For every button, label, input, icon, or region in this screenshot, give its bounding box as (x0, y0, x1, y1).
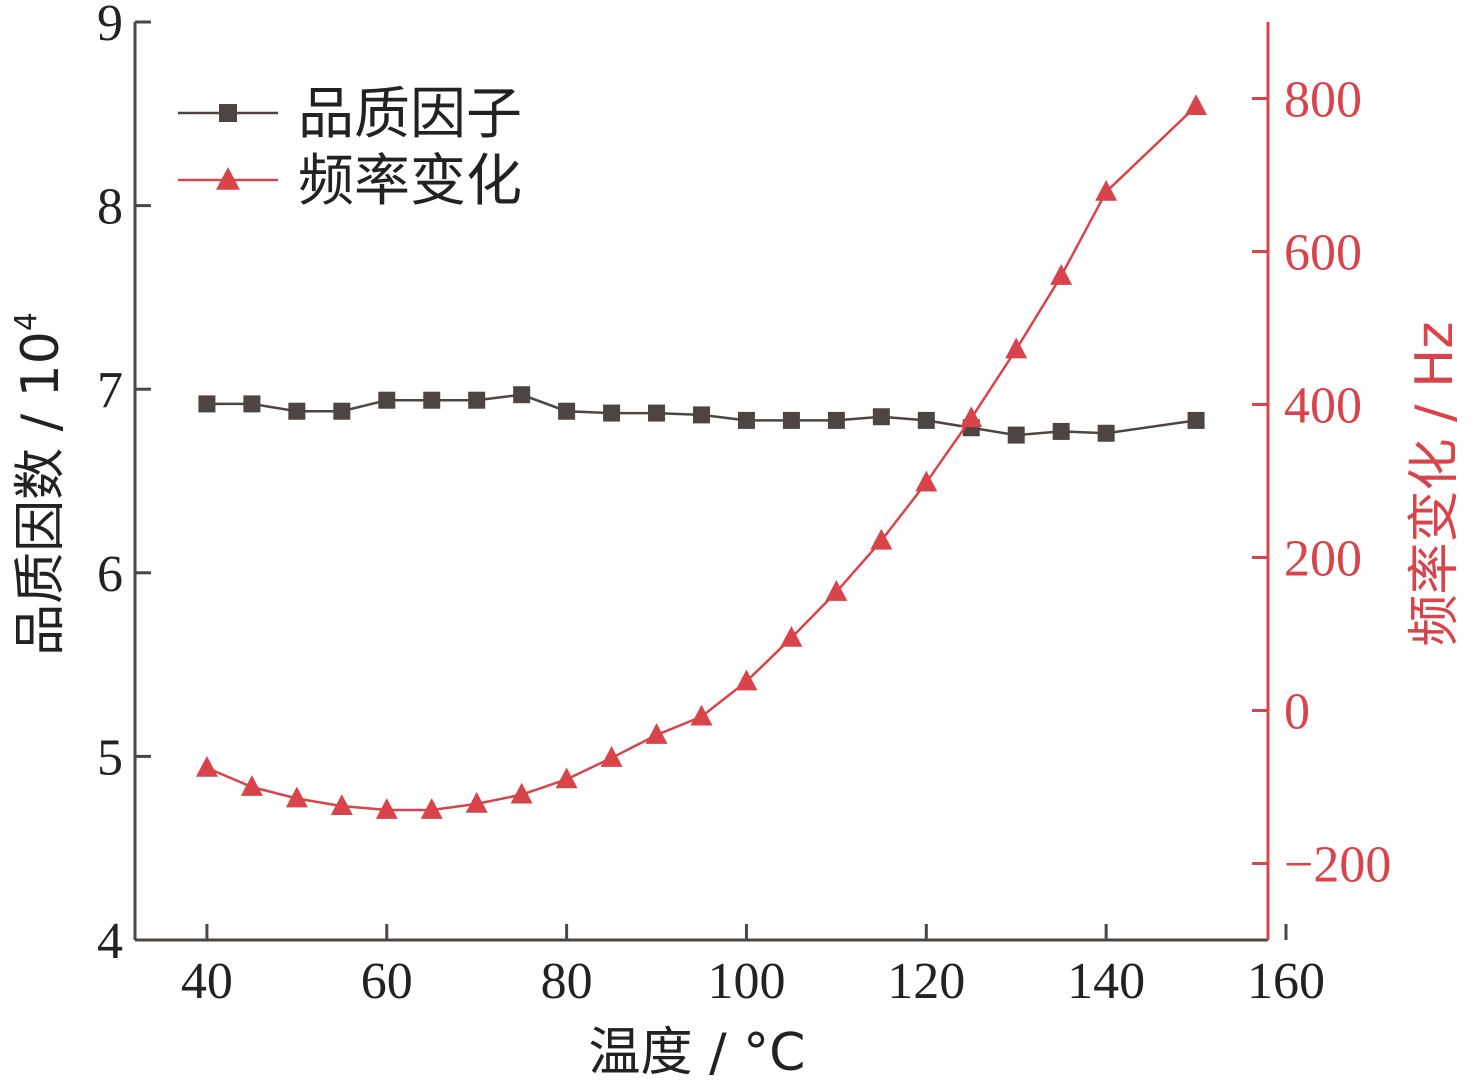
quality-factor-point (1097, 424, 1115, 442)
frequency-change-point (1095, 179, 1118, 201)
legend-label: 品质因子 (298, 82, 522, 147)
x-tick-label: 140 (1067, 953, 1145, 1010)
frequency-change-point (735, 669, 758, 691)
quality-factor-point (737, 411, 755, 429)
series-layer (195, 94, 1208, 819)
quality-factor-point (468, 391, 486, 409)
x-tick-label: 40 (181, 953, 233, 1010)
quality-factor-point (782, 411, 800, 429)
frequency-change-point (780, 625, 803, 647)
quality-factor-point (288, 402, 306, 420)
frequency-change-line (206, 105, 1197, 812)
y-left-tick-label: 9 (97, 0, 123, 52)
y-right-axis-title: 频率变化 / Hz (1405, 322, 1465, 647)
quality-factor-point (513, 386, 531, 404)
frequency-change-point (645, 723, 668, 744)
frequency-change-point (195, 755, 218, 777)
frequency-change-point (420, 798, 443, 819)
quality-factor-point (648, 404, 666, 422)
frequency-change-point (870, 528, 893, 550)
y-right-tick-label: −200 (1284, 837, 1391, 894)
y-right-tick-label: 0 (1284, 684, 1310, 741)
legend-item-quality-factor: 品质因子 (178, 82, 522, 147)
legend-triangle-marker (216, 167, 240, 190)
legend-item-frequency-change: 频率变化 (178, 149, 522, 214)
frequency-change-point (1185, 94, 1208, 116)
x-tick-label: 60 (361, 953, 413, 1010)
quality-factor-point (1007, 426, 1025, 444)
legend-label: 频率变化 (298, 149, 522, 214)
quality-factor-point (693, 406, 710, 424)
frequency-change-point (1050, 264, 1073, 285)
y-left-tick-label: 4 (97, 913, 123, 970)
y-left-axis-title-sup: 4 (9, 312, 44, 331)
frequency-change-point (915, 470, 938, 492)
y-left-axis-title: 品质因数 / 104 (9, 312, 71, 656)
frequency-change-point (825, 580, 848, 601)
quality-factor-point (917, 411, 935, 429)
quality-factor-point (1187, 411, 1205, 429)
y-right-tick-label: 200 (1284, 531, 1362, 588)
quality-factor-point (558, 402, 576, 420)
y-right-tick-label: 800 (1284, 72, 1362, 129)
quality-factor-point (1052, 422, 1070, 440)
x-tick-label: 100 (707, 953, 785, 1010)
axes-layer: 40 60 80 100 120 140 160 4 5 6 7 8 9 −200 0 200 400 600 80… (97, 0, 1391, 1010)
series-frequency-change (195, 94, 1208, 819)
frequency-change-point (690, 704, 713, 726)
y-left-axis-title-main: 品质因数 / 10 (11, 331, 71, 656)
x-tick-label: 120 (887, 953, 965, 1010)
y-right-tick-label: 400 (1284, 378, 1362, 435)
frequency-change-point (960, 406, 983, 428)
quality-factor-point (423, 391, 441, 409)
quality-factor-point (243, 395, 261, 413)
frequency-change-point (555, 767, 578, 789)
frequency-change-point (1005, 337, 1028, 359)
frequency-change-point (600, 746, 623, 767)
quality-factor-point (827, 411, 845, 429)
frequency-change-point (465, 791, 488, 813)
x-axis-title: 温度 / °C (589, 1023, 806, 1083)
quality-factor-point (872, 408, 890, 426)
quality-factor-point (603, 404, 621, 422)
quality-factor-point (198, 395, 216, 413)
frequency-change-point (240, 775, 263, 796)
y-left-tick-label: 8 (97, 179, 123, 236)
frequency-change-point (285, 786, 308, 808)
y-left-tick-label: 6 (97, 546, 123, 603)
y-right-tick-label: 600 (1284, 225, 1362, 282)
frequency-change-point (510, 782, 533, 804)
y-left-tick-label: 7 (97, 362, 123, 419)
y-left-tick-label: 5 (97, 729, 123, 786)
legend-square-marker (219, 104, 237, 122)
series-quality-factor (198, 386, 1205, 444)
frequency-change-point (375, 798, 398, 819)
frequency-change-point (330, 794, 353, 816)
quality-factor-point (378, 391, 396, 409)
quality-factor-line (206, 393, 1197, 437)
quality-factor-point (333, 402, 351, 420)
x-tick-label: 160 (1247, 953, 1325, 1010)
x-tick-label: 80 (541, 953, 593, 1010)
